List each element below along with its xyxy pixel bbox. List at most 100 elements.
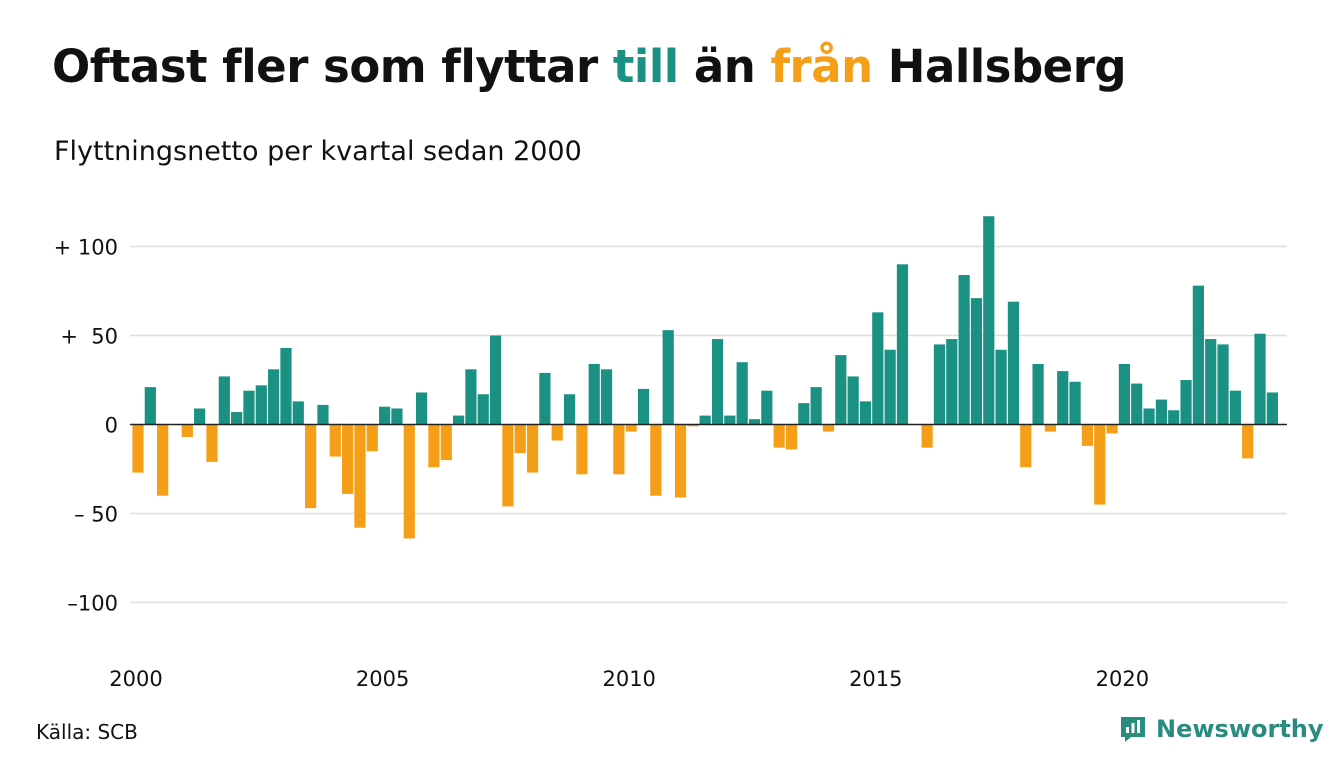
bar: [736, 362, 748, 425]
title-highlight-till: till: [612, 40, 679, 93]
source-note: Källa: SCB: [36, 720, 138, 744]
bar: [896, 264, 909, 425]
bar: [526, 424, 539, 473]
bar: [489, 335, 502, 425]
bar: [588, 363, 600, 425]
bar: [1131, 383, 1143, 425]
bar: [1081, 424, 1094, 446]
bar: [366, 424, 378, 452]
bar: [1242, 424, 1254, 459]
bar: [921, 424, 933, 448]
bar: [551, 424, 563, 441]
bar: [132, 424, 144, 473]
bar: [563, 394, 576, 425]
bar: [773, 424, 785, 448]
bar: [1217, 344, 1229, 425]
bar: [440, 424, 452, 461]
bar: [391, 408, 403, 425]
y-axis-labels: + 100 + 50 0 – 50 –100: [54, 236, 118, 616]
bar: [674, 424, 687, 498]
brand-name: Newsworthy: [1156, 715, 1324, 743]
bar: [946, 339, 958, 425]
bar: [268, 369, 280, 425]
bar: [724, 415, 736, 425]
y-tick-label: + 100: [54, 236, 118, 260]
bar: [613, 424, 625, 475]
bar: [1007, 301, 1020, 425]
bar: [502, 424, 514, 507]
bar: [785, 424, 798, 450]
title-part-3: Hallsberg: [872, 40, 1127, 93]
title-part-2: än: [678, 40, 771, 93]
y-tick-label: 0: [105, 414, 118, 438]
bar: [1168, 410, 1180, 425]
bars: [132, 216, 1278, 539]
bar: [1155, 399, 1167, 425]
bar: [625, 424, 637, 432]
bar: [292, 401, 304, 425]
bar: [810, 387, 822, 425]
bar: [231, 412, 243, 425]
bar: [798, 403, 810, 425]
bar: [637, 388, 650, 425]
bar: [1229, 390, 1241, 425]
y-tick-label: – 50: [74, 503, 118, 527]
bar: [280, 347, 292, 425]
bar: [342, 424, 354, 494]
bar: [761, 390, 773, 425]
bar: [255, 385, 267, 425]
newsworthy-logo: Newsworthy: [1118, 714, 1324, 744]
bar: [317, 404, 329, 425]
bar: [1044, 424, 1057, 432]
bar: [403, 424, 415, 539]
bar: [1192, 285, 1204, 425]
bar: [1143, 408, 1155, 425]
x-tick-label: 2005: [356, 667, 409, 691]
bar: [465, 369, 477, 425]
bar: [576, 424, 588, 475]
bar: [933, 344, 946, 425]
x-tick-label: 2000: [109, 667, 162, 691]
bar: [329, 424, 341, 457]
bar: [711, 339, 724, 425]
bar: [1254, 333, 1266, 425]
bar: [699, 415, 711, 425]
title-part-1: Oftast fler som flyttar: [52, 40, 613, 93]
bar: [1180, 380, 1192, 425]
bar: [847, 376, 859, 425]
bar: [1118, 363, 1130, 425]
bar: [243, 390, 255, 425]
bar: [687, 424, 699, 427]
x-axis-labels: 2000 2005 2010 2015 2020: [109, 667, 1149, 691]
bar: [748, 419, 761, 425]
bar: [995, 349, 1007, 425]
chart-subtitle: Flyttningsnetto per kvartal sedan 2000: [54, 136, 582, 167]
bar: [354, 424, 366, 528]
bar-chart-speech-bubble-icon: [1121, 717, 1145, 742]
bar: [983, 216, 995, 425]
bar: [1205, 339, 1217, 425]
bar: [822, 424, 835, 432]
bar: [428, 424, 440, 468]
bar: [157, 424, 169, 496]
bar: [305, 424, 317, 509]
bar: [970, 298, 983, 425]
chart-title: Oftast fler som flyttar till än från Hal…: [52, 40, 1127, 93]
bar: [1069, 381, 1081, 425]
title-highlight-fran: från: [770, 40, 873, 93]
bar: [514, 424, 526, 453]
bar: [1020, 424, 1032, 468]
bar: [218, 376, 230, 425]
bar: [1032, 363, 1044, 425]
bar: [650, 424, 662, 496]
bar: [1057, 371, 1069, 425]
bar: [1106, 424, 1118, 434]
bar: [662, 330, 674, 425]
x-tick-label: 2010: [602, 667, 655, 691]
bar: [1094, 424, 1106, 505]
bar: [1266, 392, 1278, 425]
bar: [859, 401, 872, 425]
bar: [600, 369, 613, 425]
bar: [144, 387, 156, 425]
